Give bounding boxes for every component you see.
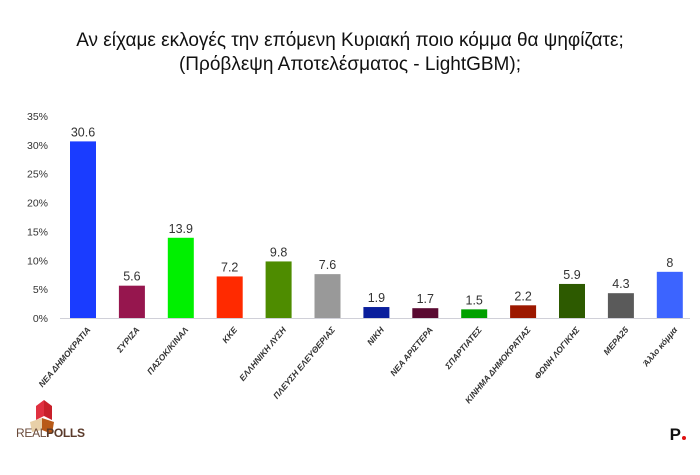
data-label: 2.2 xyxy=(514,289,531,303)
data-label: 5.6 xyxy=(123,270,140,284)
y-tick-label: 20% xyxy=(27,198,48,210)
data-label: 1.5 xyxy=(466,293,483,307)
y-tick-label: 15% xyxy=(27,226,48,238)
x-tick-label: ΝΕΑ ΔΗΜΟΚΡΑΤΙΑ xyxy=(36,325,92,389)
x-tick-label: ΚΚΕ xyxy=(220,325,239,345)
y-tick-label: 10% xyxy=(27,255,48,267)
bar xyxy=(167,237,194,318)
chart-subtitle: (Πρόβλεψη Αποτελέσματος - LightGBM); xyxy=(178,54,521,75)
realpolls-logo: REALPOLLS xyxy=(16,426,85,440)
data-label: 30.6 xyxy=(71,125,95,139)
y-tick-label: 30% xyxy=(27,140,48,152)
bar xyxy=(216,276,243,318)
x-tick-label: ΕΛΛΗΝΙΚΗ ΛΥΣΗ xyxy=(237,324,289,383)
x-tick-label: ΦΩΝΗ ΛΟΓΙΚΗΣ xyxy=(532,324,582,381)
bar xyxy=(118,285,145,318)
chart-title: Αν είχαμε εκλογές την επόμενη Κυριακή πο… xyxy=(76,30,624,51)
realpolls-logo-icon xyxy=(30,400,54,434)
bar xyxy=(70,141,96,318)
bar xyxy=(412,308,439,318)
bar xyxy=(510,305,537,318)
bar xyxy=(265,261,292,318)
x-tick-label: ΣΠΑΡΤΙΑΤΕΣ xyxy=(442,324,484,372)
data-label: 7.6 xyxy=(319,258,336,272)
y-tick-label: 5% xyxy=(33,284,48,296)
y-tick-label: 35% xyxy=(27,111,48,123)
data-label: 4.3 xyxy=(612,277,629,291)
data-label: 8 xyxy=(666,256,673,270)
x-tick-label: ΣΥΡΙΖΑ xyxy=(114,325,142,355)
data-label: 7.2 xyxy=(221,260,238,274)
x-tick-label: ΜΕΡΑ25 xyxy=(601,325,630,357)
data-label: 5.9 xyxy=(563,268,580,282)
p-logo: P xyxy=(670,425,686,445)
data-label: 1.7 xyxy=(417,292,434,306)
x-tick-label: ΝΙΚΗ xyxy=(365,324,387,347)
x-tick-label: Άλλο κόμμα xyxy=(640,324,680,369)
data-label: 13.9 xyxy=(169,222,193,236)
y-tick-label: 25% xyxy=(27,169,48,181)
x-tick-label: ΠΑΣΟΚ/ΚΙΝΑΛ xyxy=(145,325,191,377)
data-label: 1.9 xyxy=(368,291,385,305)
x-tick-label: ΝΕΑ ΑΡΙΣΤΕΡΑ xyxy=(388,325,435,378)
bar xyxy=(314,274,341,318)
bar xyxy=(363,307,390,318)
bar xyxy=(656,271,683,318)
y-tick-label: 0% xyxy=(33,313,48,325)
bar xyxy=(559,283,585,318)
bar xyxy=(607,293,634,318)
data-label: 9.8 xyxy=(270,245,287,259)
bar xyxy=(461,309,488,318)
